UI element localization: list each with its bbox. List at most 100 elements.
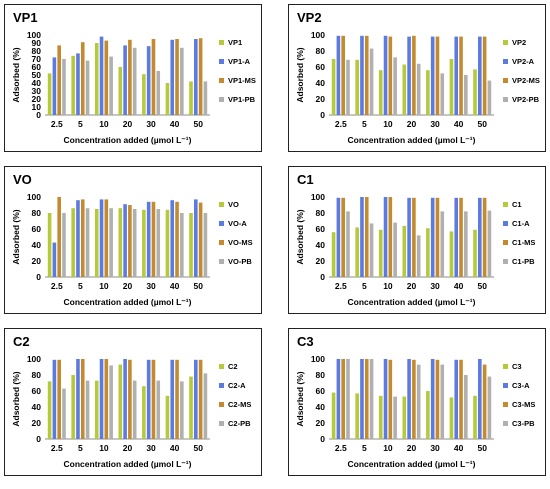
legend-label: VP2-PB bbox=[512, 95, 540, 104]
x-tick-label: 50 bbox=[477, 281, 487, 291]
y-tick-label: 0 bbox=[36, 110, 41, 120]
y-tick-label: 80 bbox=[32, 208, 42, 218]
bar-c1-ms bbox=[482, 197, 487, 277]
y-tick-label: 60 bbox=[32, 386, 42, 396]
legend-swatch bbox=[503, 421, 508, 426]
y-tick-label: 80 bbox=[316, 370, 326, 380]
bar-vp2-a bbox=[454, 36, 459, 115]
bar-c3 bbox=[402, 396, 407, 439]
chart-title: VP2 bbox=[297, 10, 322, 25]
bar-vp1-ms bbox=[57, 45, 61, 115]
x-tick-label: 20 bbox=[407, 119, 417, 129]
x-tick-label: 5 bbox=[362, 281, 367, 291]
chart-title: C1 bbox=[297, 172, 314, 187]
bar-c3 bbox=[426, 391, 430, 439]
y-tick-label: 20 bbox=[32, 418, 42, 428]
legend-label: C3-MS bbox=[512, 400, 535, 409]
x-axis-label: Concentration added (µmol L⁻¹) bbox=[64, 297, 192, 307]
chart-panel-c2: C2 0 20 40 60 80 100 Adsorbed (%) 2.5 5 10 20 30 40 50… bbox=[4, 328, 262, 476]
x-tick-label: 2.5 bbox=[335, 119, 347, 129]
legend-label: C2 bbox=[228, 362, 238, 371]
bar-vp1-pb bbox=[85, 60, 90, 115]
x-tick-label: 20 bbox=[123, 443, 133, 453]
bar-c1-pb bbox=[464, 211, 468, 277]
bar-c3-a bbox=[478, 359, 482, 439]
bar-c1-a bbox=[430, 197, 435, 277]
bar-vo-ms bbox=[104, 199, 109, 277]
bar-c2 bbox=[118, 364, 123, 439]
bar-c3-a bbox=[336, 359, 341, 439]
bar-vo-ms bbox=[128, 205, 132, 277]
y-tick-label: 100 bbox=[311, 192, 325, 202]
x-tick-label: 50 bbox=[193, 119, 203, 129]
bar-vo-pb bbox=[132, 209, 137, 277]
legend-swatch bbox=[503, 402, 508, 407]
chart-svg: C2 0 20 40 60 80 100 Adsorbed (%) 2.5 5 10 20 30 40 50… bbox=[11, 334, 251, 469]
bar-c1 bbox=[378, 229, 383, 277]
bar-c3-pb bbox=[464, 375, 468, 439]
bar-c3-pb bbox=[346, 359, 350, 439]
x-tick-label: 40 bbox=[454, 119, 464, 129]
bar-vp2-pb bbox=[346, 59, 350, 115]
legend-label: C3-PB bbox=[512, 419, 535, 428]
bar-c3 bbox=[449, 397, 454, 439]
legend-swatch bbox=[219, 78, 224, 83]
bar-vp1 bbox=[47, 73, 52, 115]
bar-vo bbox=[94, 209, 99, 277]
bar-c2-a bbox=[123, 359, 127, 439]
y-tick-label: 60 bbox=[316, 62, 326, 72]
x-tick-label: 30 bbox=[430, 119, 440, 129]
legend-swatch bbox=[503, 202, 508, 207]
legend-label: C1 bbox=[512, 200, 522, 209]
bar-c2-pb bbox=[62, 388, 66, 439]
y-tick-label: 20 bbox=[316, 256, 326, 266]
bar-c3-ms bbox=[459, 359, 463, 439]
y-tick-label: 10 bbox=[32, 102, 42, 112]
bar-c2-pb bbox=[109, 365, 113, 439]
bar-c3-a bbox=[383, 359, 388, 439]
bar-vp1-pb bbox=[109, 56, 113, 115]
bar-vp2 bbox=[378, 70, 383, 115]
x-tick-label: 5 bbox=[362, 443, 367, 453]
x-tick-label: 20 bbox=[407, 443, 417, 453]
bar-vp2-a bbox=[478, 36, 482, 115]
bar-c3-a bbox=[454, 359, 459, 439]
bar-c2-a bbox=[52, 359, 57, 439]
y-tick-label: 0 bbox=[320, 434, 325, 444]
bar-c3-ms bbox=[435, 359, 440, 439]
bar-c1-a bbox=[360, 197, 364, 277]
bar-c2-ms bbox=[198, 359, 203, 439]
legend-label: C2-PB bbox=[228, 419, 251, 428]
y-tick-label: 0 bbox=[36, 272, 41, 282]
bar-vo-a bbox=[146, 201, 151, 277]
bar-vp1-ms bbox=[175, 39, 179, 115]
legend-label: C1-PB bbox=[512, 257, 535, 266]
bar-vo-ms bbox=[175, 201, 179, 277]
y-tick-label: 20 bbox=[316, 418, 326, 428]
bar-vo-pb bbox=[85, 208, 90, 277]
x-tick-label: 40 bbox=[170, 281, 180, 291]
bar-c3-ms bbox=[388, 359, 393, 439]
chart-panel-vp2: VP2 0 20 40 60 80 100 Adsorbed (%) 2.5 5 10 20 30 40 5… bbox=[288, 4, 546, 152]
bar-c1-ms bbox=[341, 197, 345, 277]
bar-c2-pb bbox=[132, 380, 137, 439]
bar-vp1-pb bbox=[180, 47, 184, 115]
bar-vp2 bbox=[331, 59, 336, 115]
bar-c1-pb bbox=[440, 211, 445, 277]
legend-swatch bbox=[503, 97, 508, 102]
bar-c1-pb bbox=[487, 210, 492, 277]
bar-vp2-ms bbox=[459, 36, 463, 115]
chart-panel-c1: C1 0 20 40 60 80 100 Adsorbed (%) 2.5 5 10 20 30 40 50… bbox=[288, 166, 546, 314]
bar-c3-pb bbox=[416, 364, 421, 439]
bar-vp1-ms bbox=[198, 38, 203, 116]
bar-vo-a bbox=[52, 242, 57, 277]
bar-c1-ms bbox=[388, 197, 393, 277]
bar-c1 bbox=[331, 232, 336, 277]
bar-vp2-pb bbox=[369, 48, 374, 115]
bar-vp1 bbox=[142, 74, 146, 115]
bar-vo bbox=[142, 209, 146, 277]
legend-label: C3-A bbox=[512, 381, 530, 390]
bar-c1 bbox=[426, 228, 430, 277]
x-tick-label: 40 bbox=[454, 281, 464, 291]
y-tick-label: 60 bbox=[316, 386, 326, 396]
